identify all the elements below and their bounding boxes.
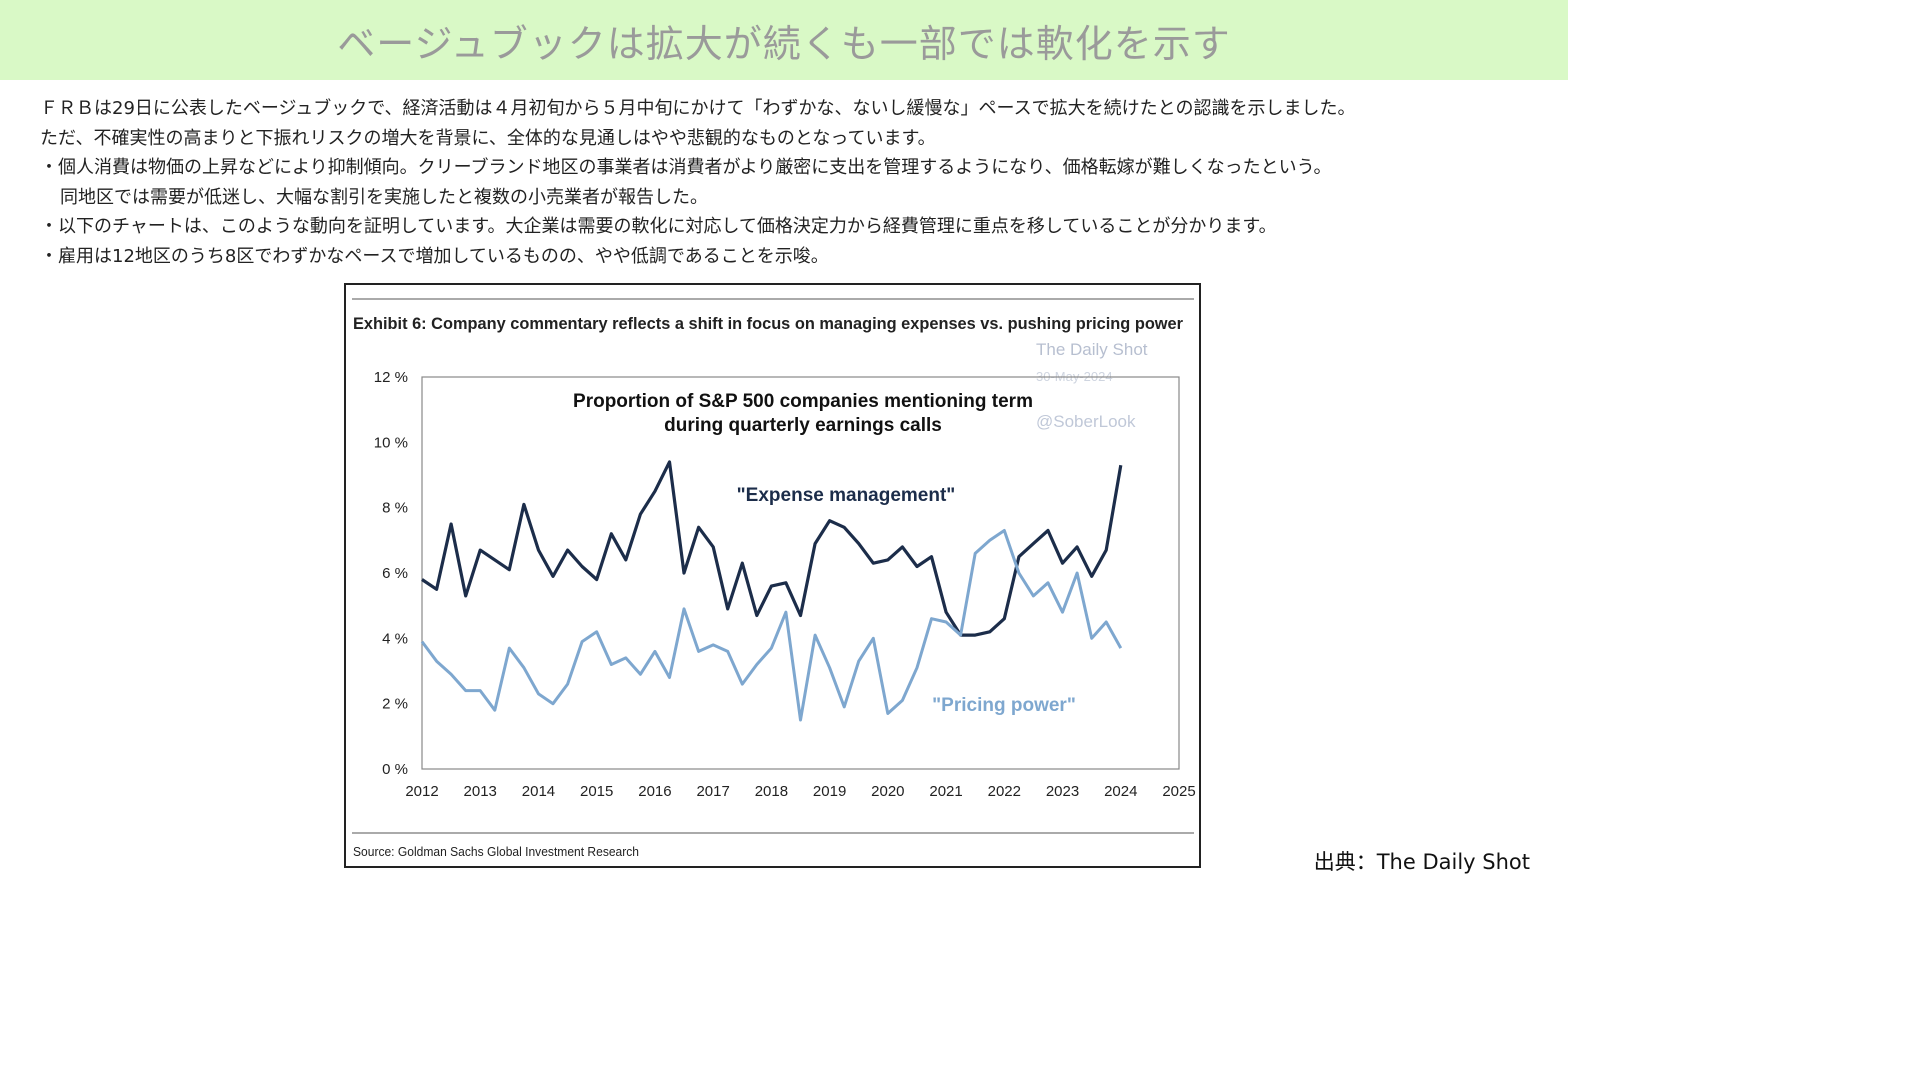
series-label-pricing: "Pricing power" [932, 695, 1076, 716]
bullet-consumption: ・個人消費は物価の上昇などにより抑制傾向。クリーブランド地区の事業者は消費者がよ… [40, 157, 1332, 178]
x-tick-label: 2020 [871, 783, 904, 800]
y-tick-label: 2 % [382, 696, 408, 713]
source-credit: 出典：The Daily Shot [1313, 850, 1530, 874]
x-tick-label: 2021 [929, 783, 962, 800]
y-tick-label: 8 % [382, 500, 408, 517]
plot-area [421, 376, 1180, 770]
chart-title-line: during quarterly earnings calls [664, 415, 942, 436]
bullet-employment: ・雇用は12地区のうち8区でわずかなペースで増加しているものの、やや低調であるこ… [40, 245, 829, 267]
y-tick-label: 10 % [374, 434, 408, 451]
y-tick-label: 0 % [382, 761, 408, 778]
summary-line: ＦＲＢは29日に公表したベージュブックで、経済活動は４月初旬から５月中旬にかけて… [40, 98, 1356, 119]
chart-source: Source: Goldman Sachs Global Investment … [353, 844, 639, 859]
y-tick-label: 6 % [382, 565, 408, 582]
chart-title-line: Proportion of S&P 500 companies mentioni… [573, 391, 1033, 412]
x-tick-label: 2014 [522, 783, 555, 800]
x-tick-label: 2012 [405, 783, 438, 800]
chart-frame: Exhibit 6: Company commentary reflects a… [344, 283, 1201, 868]
y-tick-label: 4 % [382, 630, 408, 647]
x-tick-label: 2025 [1162, 783, 1195, 800]
chart-svg: Exhibit 6: Company commentary reflects a… [352, 298, 1196, 859]
x-tick-label: 2022 [988, 783, 1021, 800]
watermark-line: @SoberLook [1036, 412, 1136, 431]
exhibit-title: Exhibit 6: Company commentary reflects a… [353, 315, 1184, 333]
page-title: ベージュブックは拡大が続くも一部では軟化を示す [337, 21, 1231, 66]
x-tick-label: 2013 [464, 783, 497, 800]
series-line-pricing-power [420, 529, 1123, 722]
watermark-line: The Daily Shot [1036, 340, 1148, 359]
bullet-chart-note: ・以下のチャートは、このような動向を証明しています。大企業は需要の軟化に対応して… [40, 216, 1277, 237]
series-label-expense: "Expense management" [737, 485, 956, 506]
series-line-expense-management [421, 460, 1123, 637]
y-tick-label: 12 % [374, 369, 408, 386]
x-tick-label: 2024 [1104, 783, 1137, 800]
x-tick-label: 2016 [638, 783, 671, 800]
bullet-consumption-cont: 同地区では需要が低迷し、大幅な割引を実施したと複数の小売業者が報告した。 [60, 186, 708, 208]
x-tick-label: 2019 [813, 783, 846, 800]
x-tick-label: 2023 [1046, 783, 1079, 800]
summary-text: ＦＲＢは29日に公表したベージュブックで、経済活動は４月初旬から５月中旬にかけて… [40, 94, 1540, 271]
x-tick-label: 2015 [580, 783, 613, 800]
x-tick-label: 2018 [755, 783, 788, 800]
x-tick-label: 2017 [696, 783, 729, 800]
header-banner: ベージュブックは拡大が続くも一部では軟化を示す [0, 0, 1568, 80]
summary-line: ただ、不確実性の高まりと下振れリスクの増大を背景に、全体的な見通しはやや悲観的な… [40, 127, 936, 149]
